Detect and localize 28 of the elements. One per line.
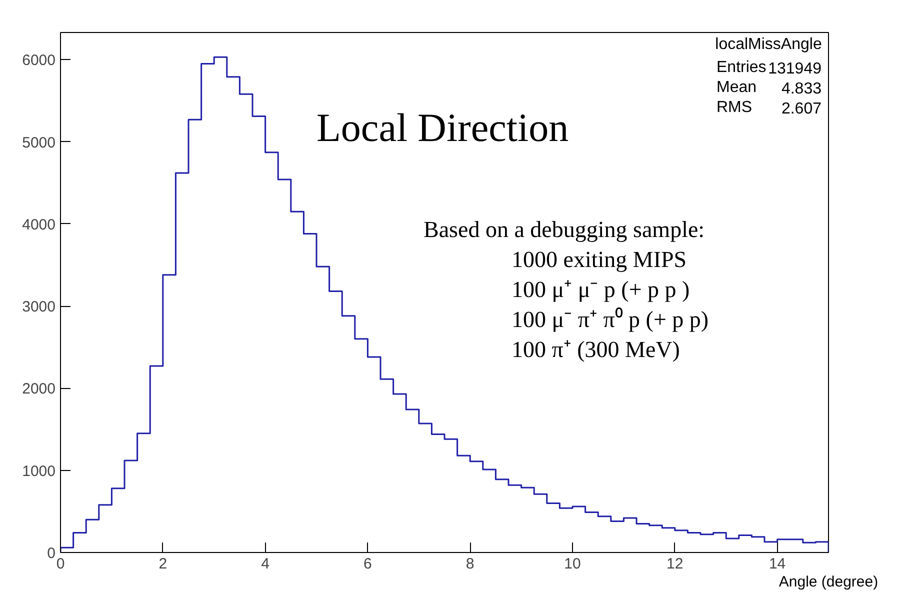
y-tick-label: 5000 [22, 134, 56, 152]
annotation: localMissAngle [715, 36, 822, 53]
annotation: 131949 [768, 60, 822, 78]
x-tick-label: 12 [666, 556, 684, 572]
annotation: Mean [716, 79, 757, 96]
annotation: 100 μ⁺ μ⁻ p (+ p p ) [512, 277, 690, 302]
y-tick-label: 6000 [22, 52, 56, 70]
annotation: 100 μ⁻ π⁺ π⁰ p (+ p p) [512, 307, 709, 332]
x-tick-label: 10 [564, 556, 581, 572]
y-tick-label: 2000 [22, 380, 56, 398]
text: Local Direction [316, 105, 569, 150]
y-tick-label: 1000 [22, 462, 56, 480]
annotation: 1000 exiting MIPS [512, 247, 687, 272]
x-tick-label: 4 [261, 556, 270, 572]
annotation: RMS [716, 99, 752, 116]
y-tick-label: 3000 [22, 298, 56, 316]
x-tick-label: 6 [364, 556, 372, 572]
annotation: Based on a debugging sample: [424, 217, 705, 242]
annotation: 2.607 [781, 100, 822, 118]
x-tick-label: 2 [158, 556, 168, 572]
x-tick-label: 14 [768, 556, 786, 572]
x-axis-title: Angle (degree) [778, 574, 878, 590]
y-tick-label: 4000 [22, 216, 56, 234]
annotation: Entries [716, 59, 766, 76]
annotation: 100 π⁺ (300 MeV) [512, 337, 680, 362]
annotation: 4.833 [781, 80, 822, 98]
y-tick-label: 0 [47, 545, 56, 562]
x-tick-label: 8 [466, 556, 474, 572]
